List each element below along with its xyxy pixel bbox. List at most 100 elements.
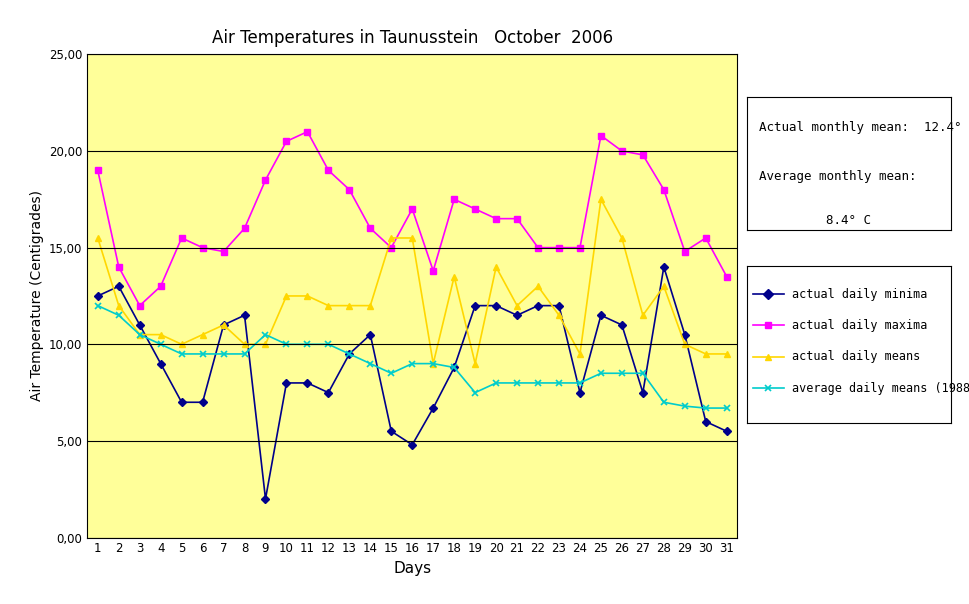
actual daily means [574,350,585,358]
average daily means (1988-2006) [637,370,648,377]
actual daily minima [720,428,732,435]
actual daily minima [197,399,208,406]
Y-axis label: Air Temperature (Centigrades): Air Temperature (Centigrades) [29,190,44,402]
average daily means (1988-2006) [489,379,501,387]
actual daily means [323,302,334,309]
Text: actual daily means: actual daily means [791,350,919,364]
average daily means (1988-2006) [406,360,418,367]
actual daily means [260,341,271,348]
actual daily means [615,234,627,242]
actual daily minima [155,360,167,367]
actual daily minima [700,418,711,425]
actual daily maxima [280,138,292,145]
actual daily means [552,312,564,319]
actual daily minima [448,364,459,371]
actual daily minima [469,302,481,309]
average daily means (1988-2006) [238,350,250,358]
average daily means (1988-2006) [343,350,355,358]
actual daily means [469,360,481,367]
actual daily maxima [574,244,585,251]
actual daily minima [511,312,522,319]
average daily means (1988-2006) [469,389,481,396]
average daily means (1988-2006) [532,379,544,387]
Title: Air Temperatures in Taunusstein   October  2006: Air Temperatures in Taunusstein October … [211,29,612,47]
actual daily maxima [155,283,167,290]
actual daily minima [637,389,648,396]
actual daily maxima [323,167,334,174]
actual daily maxima [92,167,104,174]
average daily means (1988-2006) [134,331,145,338]
actual daily minima [134,321,145,329]
average daily means (1988-2006) [595,370,607,377]
actual daily means [595,196,607,203]
actual daily maxima [385,244,396,251]
actual daily maxima [469,205,481,213]
actual daily minima [574,389,585,396]
actual daily minima [657,263,669,271]
actual daily minima [595,312,607,319]
average daily means (1988-2006) [364,360,376,367]
X-axis label: Days: Days [392,561,431,576]
average daily means (1988-2006) [574,379,585,387]
actual daily means [511,302,522,309]
actual daily means [92,234,104,242]
actual daily means [427,360,439,367]
actual daily minima [427,405,439,412]
average daily means (1988-2006) [700,405,711,412]
actual daily minima [615,321,627,329]
actual daily maxima [511,215,522,222]
actual daily means [155,331,167,338]
Text: actual daily minima: actual daily minima [791,288,926,301]
average daily means (1988-2006) [155,341,167,348]
actual daily maxima [720,273,732,280]
actual daily maxima [175,234,187,242]
actual daily means [175,341,187,348]
actual daily maxima [552,244,564,251]
actual daily minima [489,302,501,309]
Text: Actual monthly mean:  12.4° C: Actual monthly mean: 12.4° C [759,121,969,133]
actual daily means [406,234,418,242]
Line: actual daily means: actual daily means [94,196,730,367]
actual daily minima [532,302,544,309]
actual daily means [217,321,229,329]
actual daily means [385,234,396,242]
actual daily maxima [301,128,313,135]
actual daily means [532,283,544,290]
actual daily maxima [197,244,208,251]
actual daily maxima [678,248,690,255]
actual daily means [700,350,711,358]
average daily means (1988-2006) [92,302,104,309]
average daily means (1988-2006) [720,405,732,412]
actual daily maxima [260,176,271,184]
average daily means (1988-2006) [511,379,522,387]
average daily means (1988-2006) [260,331,271,338]
Line: average daily means (1988-2006): average daily means (1988-2006) [94,302,730,411]
actual daily maxima [238,225,250,232]
actual daily means [489,263,501,271]
actual daily minima [406,441,418,448]
average daily means (1988-2006) [301,341,313,348]
actual daily maxima [637,151,648,158]
actual daily minima [343,350,355,358]
actual daily maxima [657,186,669,193]
actual daily minima [678,331,690,338]
actual daily minima [552,302,564,309]
Text: 8.4° C: 8.4° C [826,214,870,226]
actual daily means [134,331,145,338]
actual daily maxima [112,263,124,271]
average daily means (1988-2006) [175,350,187,358]
actual daily minima [280,379,292,387]
average daily means (1988-2006) [657,399,669,406]
actual daily minima [260,495,271,503]
actual daily maxima [615,147,627,155]
actual daily means [448,273,459,280]
actual daily maxima [406,205,418,213]
actual daily means [238,341,250,348]
actual daily maxima [217,248,229,255]
actual daily minima [364,331,376,338]
actual daily minima [92,292,104,300]
actual daily means [364,302,376,309]
Text: Average monthly mean:: Average monthly mean: [759,170,916,183]
Text: average daily means (1988-2006): average daily means (1988-2006) [791,382,969,395]
actual daily means [657,283,669,290]
